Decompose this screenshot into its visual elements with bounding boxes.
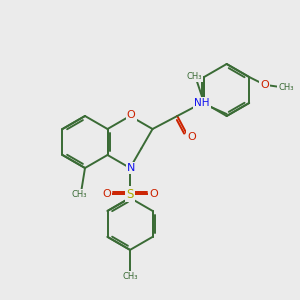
- Text: N: N: [127, 163, 135, 173]
- Text: CH₃: CH₃: [187, 72, 202, 81]
- Text: O: O: [102, 189, 111, 199]
- Text: NH: NH: [194, 98, 210, 108]
- Text: S: S: [126, 188, 134, 200]
- Text: CH₃: CH₃: [71, 190, 87, 199]
- Text: CH₃: CH₃: [122, 272, 138, 281]
- Text: O: O: [187, 131, 196, 142]
- Text: CH₃: CH₃: [278, 83, 294, 92]
- Text: O: O: [260, 80, 269, 90]
- Text: O: O: [127, 110, 135, 120]
- Text: O: O: [149, 189, 158, 199]
